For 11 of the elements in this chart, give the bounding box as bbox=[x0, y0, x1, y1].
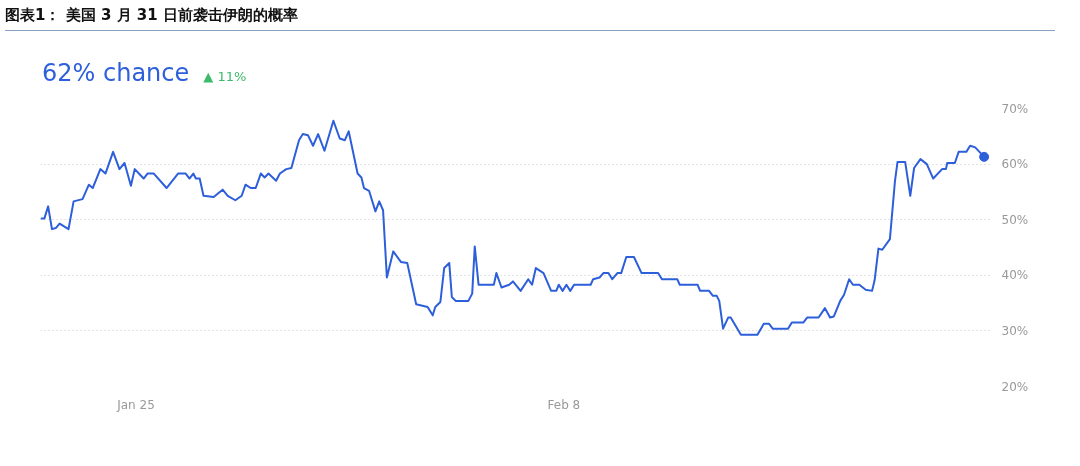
y-tick-label: 50% bbox=[1001, 212, 1029, 227]
chart-subtitle: 62% chance bbox=[42, 59, 190, 88]
y-tick-label: 70% bbox=[1001, 101, 1029, 116]
chart-title: 图表1： 美国 3 月 31 日前袭击伊朗的概率 bbox=[5, 5, 298, 26]
y-tick-label: 60% bbox=[1001, 156, 1029, 171]
text: ▲ 11% bbox=[203, 69, 247, 85]
y-tick-label: 30% bbox=[1001, 323, 1029, 338]
y-tick-label: 20% bbox=[1001, 379, 1029, 394]
x-tick-label: Jan 25 bbox=[116, 397, 155, 412]
y-tick-label: 40% bbox=[1001, 268, 1029, 282]
x-tick-label: Feb 8 bbox=[547, 397, 581, 412]
